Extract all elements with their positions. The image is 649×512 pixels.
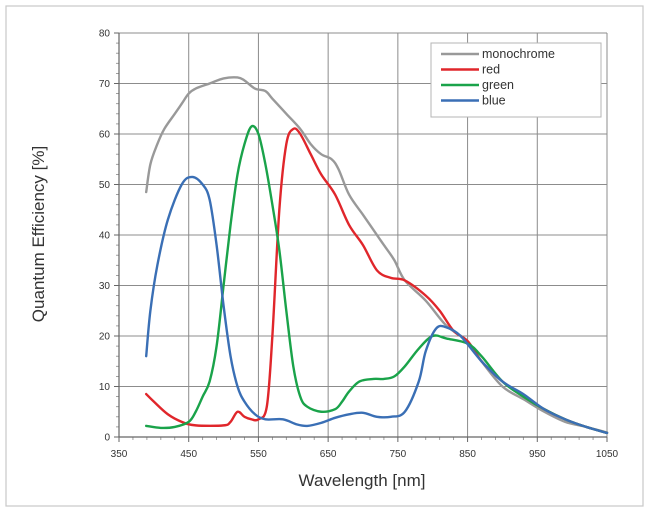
legend-label-monochrome: monochrome: [482, 47, 555, 61]
series-line-green: [144, 124, 609, 435]
y-tick-label: 0: [104, 433, 110, 444]
y-tick-label: 50: [99, 180, 111, 191]
y-tick-label: 30: [99, 281, 111, 292]
x-tick-label: 550: [250, 449, 267, 460]
legend-label-green: green: [482, 78, 514, 92]
series-layer: [144, 76, 609, 435]
axes-layer: 350 450 550 650 750 850 950 1050 0 10 20 30 40 50 60 70…: [99, 29, 619, 461]
legend-box: [430, 42, 602, 118]
x-axis-label: Wavelength [nm]: [299, 471, 426, 490]
series-line-blue: [144, 175, 609, 435]
y-axis-label: Quantum Efficiency [%]: [29, 146, 48, 322]
y-tick-label: 40: [99, 231, 111, 242]
x-tick-label: 1050: [596, 449, 619, 460]
y-tick-label: 60: [99, 130, 111, 141]
y-tick-label: 20: [99, 332, 111, 343]
x-tick-label: 350: [111, 449, 128, 460]
legend-label-blue: blue: [482, 94, 506, 108]
y-tick-label: 80: [99, 29, 111, 40]
x-tick-label: 750: [390, 449, 407, 460]
x-tick-label: 650: [320, 449, 337, 460]
legend-label-red: red: [482, 63, 500, 77]
y-tick-label: 10: [99, 382, 111, 393]
x-tick-label: 850: [459, 449, 476, 460]
y-tick-label: 70: [99, 79, 111, 90]
x-tick-label: 450: [180, 449, 197, 460]
x-tick-label: 950: [529, 449, 546, 460]
